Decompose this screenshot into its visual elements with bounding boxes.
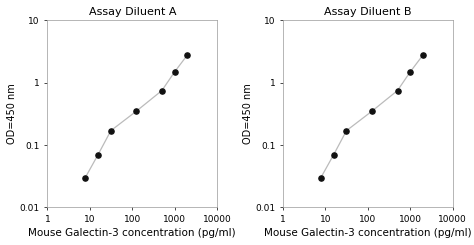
Point [394, 88, 401, 92]
Point [107, 129, 115, 133]
X-axis label: Mouse Galectin-3 concentration (pg/ml): Mouse Galectin-3 concentration (pg/ml) [264, 228, 472, 238]
X-axis label: Mouse Galectin-3 concentration (pg/ml): Mouse Galectin-3 concentration (pg/ml) [28, 228, 236, 238]
Point [183, 53, 191, 57]
Title: Assay Diluent B: Assay Diluent B [324, 7, 411, 17]
Point [368, 109, 376, 113]
Point [82, 176, 89, 180]
Y-axis label: OD=450 nm: OD=450 nm [7, 84, 17, 144]
Point [317, 176, 325, 180]
Title: Assay Diluent A: Assay Diluent A [89, 7, 176, 17]
Y-axis label: OD=450 nm: OD=450 nm [243, 84, 253, 144]
Point [94, 153, 102, 157]
Point [158, 88, 166, 92]
Point [171, 70, 179, 74]
Point [343, 129, 350, 133]
Point [133, 109, 140, 113]
Point [330, 153, 337, 157]
Point [419, 53, 427, 57]
Point [407, 70, 414, 74]
